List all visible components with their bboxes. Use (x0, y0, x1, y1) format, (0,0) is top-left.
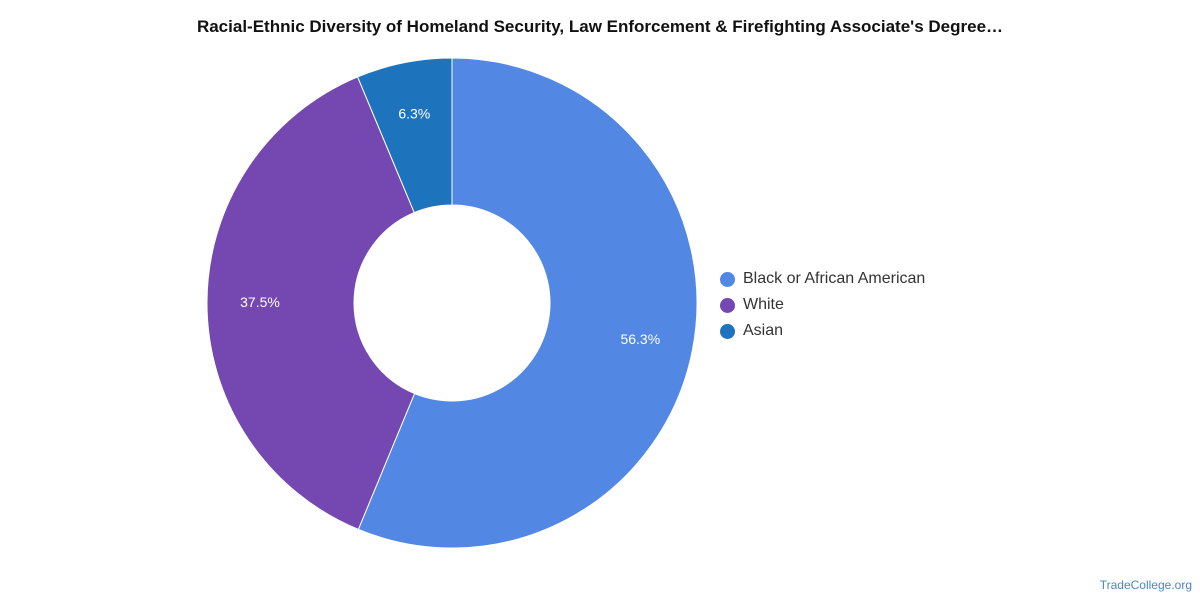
legend-swatch (720, 297, 735, 313)
legend-swatch (720, 271, 735, 287)
legend-label: Asian (743, 322, 784, 339)
legend-label: Black or African American (743, 270, 926, 287)
source-credit[interactable]: TradeCollege.org (1099, 578, 1192, 592)
legend-item-black-or-african-american[interactable]: Black or African American (720, 266, 925, 292)
pie-slice-black-or-african-american[interactable] (357, 57, 698, 549)
pie-slice-white[interactable] (206, 76, 416, 531)
pie-slice-asian[interactable] (356, 57, 453, 214)
slice-data-label: 56.3% (620, 331, 660, 347)
chart-title: Racial-Ethnic Diversity of Homeland Secu… (196, 17, 1004, 36)
slice-data-label: 6.3% (398, 105, 430, 121)
legend-swatch (720, 323, 735, 339)
legend-item-asian[interactable]: Asian (720, 318, 925, 344)
chart-legend: Black or African American White Asian (720, 266, 925, 344)
slice-data-label: 37.5% (240, 294, 280, 310)
legend-item-white[interactable]: White (720, 292, 925, 318)
legend-label: White (743, 296, 784, 313)
